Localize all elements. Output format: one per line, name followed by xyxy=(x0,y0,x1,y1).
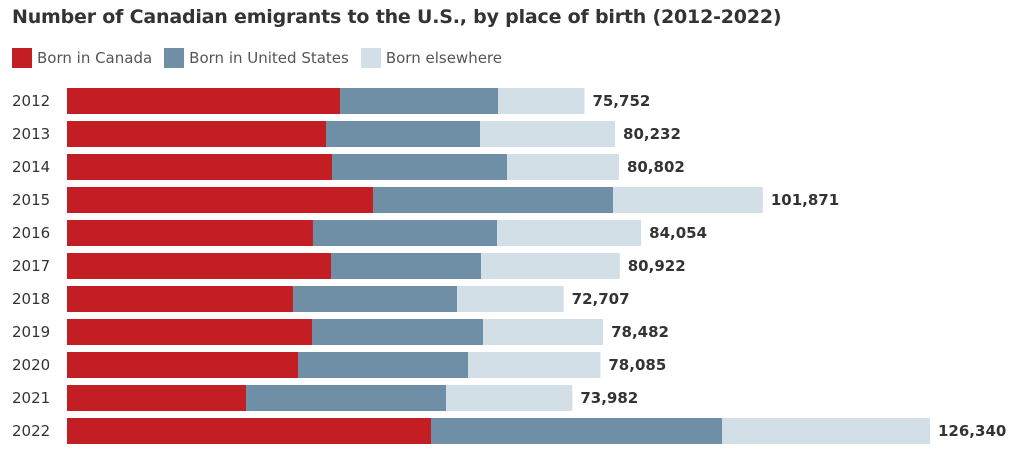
total-label-2015: 101,871 xyxy=(771,191,839,209)
bar-born-in-canada-2019 xyxy=(67,319,313,345)
legend-swatch-born-in-canada xyxy=(12,48,32,68)
bar-born-elsewhere-2018 xyxy=(457,286,564,312)
bar-group-2012: 2012 75,752 xyxy=(12,88,650,114)
y-tick-label-2019: 2019 xyxy=(12,323,50,341)
legend-item-born-in-canada: Born in Canada xyxy=(12,48,152,68)
y-tick-label-2020: 2020 xyxy=(12,356,50,374)
bar-born-in-united-states-2020 xyxy=(298,352,469,378)
bar-born-in-united-states-2022 xyxy=(431,418,723,444)
y-tick-label-2017: 2017 xyxy=(12,257,50,275)
bar-born-elsewhere-2014 xyxy=(507,154,619,180)
legend-item-born-elsewhere: Born elsewhere xyxy=(360,48,502,68)
bar-born-in-united-states-2015 xyxy=(373,187,614,213)
bar-born-in-canada-2022 xyxy=(67,418,432,444)
total-label-2014: 80,802 xyxy=(627,158,685,176)
legend-label-born-in-canada: Born in Canada xyxy=(37,49,153,67)
total-label-2020: 78,085 xyxy=(608,356,666,374)
bar-born-elsewhere-2015 xyxy=(613,187,763,213)
bar-born-elsewhere-2012 xyxy=(498,88,585,114)
bar-group-2018: 2018 72,707 xyxy=(12,286,630,312)
bar-born-in-canada-2021 xyxy=(67,385,247,411)
bar-born-in-united-states-2017 xyxy=(331,253,482,279)
bar-group-2019: 2019 78,482 xyxy=(12,319,669,345)
total-label-2019: 78,482 xyxy=(611,323,669,341)
bar-born-in-canada-2013 xyxy=(67,121,327,147)
bar-born-elsewhere-2017 xyxy=(481,253,620,279)
bar-born-in-canada-2014 xyxy=(67,154,333,180)
bar-born-in-canada-2020 xyxy=(67,352,299,378)
bar-group-2016: 2016 84,054 xyxy=(12,220,707,246)
bar-group-2013: 2013 80,232 xyxy=(12,121,681,147)
bar-group-2015: 2015 101,871 xyxy=(12,187,839,213)
legend-label-born-elsewhere: Born elsewhere xyxy=(385,49,502,67)
bar-born-in-canada-2017 xyxy=(67,253,332,279)
legend: Born in Canada Born in United States Bor… xyxy=(12,48,514,68)
bar-group-2017: 2017 80,922 xyxy=(12,253,686,279)
y-tick-label-2013: 2013 xyxy=(12,125,50,143)
bar-born-in-canada-2016 xyxy=(67,220,313,246)
y-tick-label-2018: 2018 xyxy=(12,290,50,308)
total-label-2017: 80,922 xyxy=(628,257,686,275)
legend-swatch-born-in-united-states xyxy=(164,48,185,68)
bar-group-2021: 2021 73,982 xyxy=(12,385,638,411)
bar-group-2020: 2020 78,085 xyxy=(12,352,666,378)
bar-born-in-canada-2012 xyxy=(67,88,341,114)
y-tick-label-2022: 2022 xyxy=(12,422,50,440)
legend-swatch-born-elsewhere xyxy=(360,48,381,68)
bar-born-elsewhere-2022 xyxy=(722,418,930,444)
bar-born-in-united-states-2021 xyxy=(246,385,447,411)
legend-item-born-in-united-states: Born in United States xyxy=(164,48,349,68)
total-label-2013: 80,232 xyxy=(623,125,681,143)
bar-born-in-canada-2015 xyxy=(67,187,374,213)
chart-title: Number of Canadian emigrants to the U.S.… xyxy=(12,6,782,28)
y-tick-label-2014: 2014 xyxy=(12,158,50,176)
bar-born-elsewhere-2013 xyxy=(480,121,616,147)
y-tick-label-2015: 2015 xyxy=(12,191,50,209)
bar-born-elsewhere-2020 xyxy=(468,352,601,378)
bar-group-2014: 2014 80,802 xyxy=(12,154,685,180)
total-label-2012: 75,752 xyxy=(592,92,650,110)
total-label-2021: 73,982 xyxy=(580,389,638,407)
y-tick-label-2016: 2016 xyxy=(12,224,50,242)
total-label-2022: 126,340 xyxy=(938,422,1006,440)
bar-born-elsewhere-2021 xyxy=(446,385,573,411)
bar-born-in-united-states-2013 xyxy=(326,121,481,147)
bar-born-in-united-states-2016 xyxy=(312,220,497,246)
total-label-2016: 84,054 xyxy=(649,224,707,242)
y-tick-label-2012: 2012 xyxy=(12,92,50,110)
bar-born-elsewhere-2019 xyxy=(482,319,604,345)
total-label-2018: 72,707 xyxy=(572,290,630,308)
bar-born-in-united-states-2019 xyxy=(312,319,483,345)
legend-label-born-in-united-states: Born in United States xyxy=(189,49,349,67)
bar-born-in-united-states-2012 xyxy=(340,88,499,114)
y-tick-label-2021: 2021 xyxy=(12,389,50,407)
bar-born-in-united-states-2014 xyxy=(332,154,508,180)
bar-group-2022: 2022 126,340 xyxy=(12,418,1006,444)
bar-born-in-united-states-2018 xyxy=(293,286,458,312)
bar-born-in-canada-2018 xyxy=(67,286,294,312)
bar-born-elsewhere-2016 xyxy=(496,220,642,246)
